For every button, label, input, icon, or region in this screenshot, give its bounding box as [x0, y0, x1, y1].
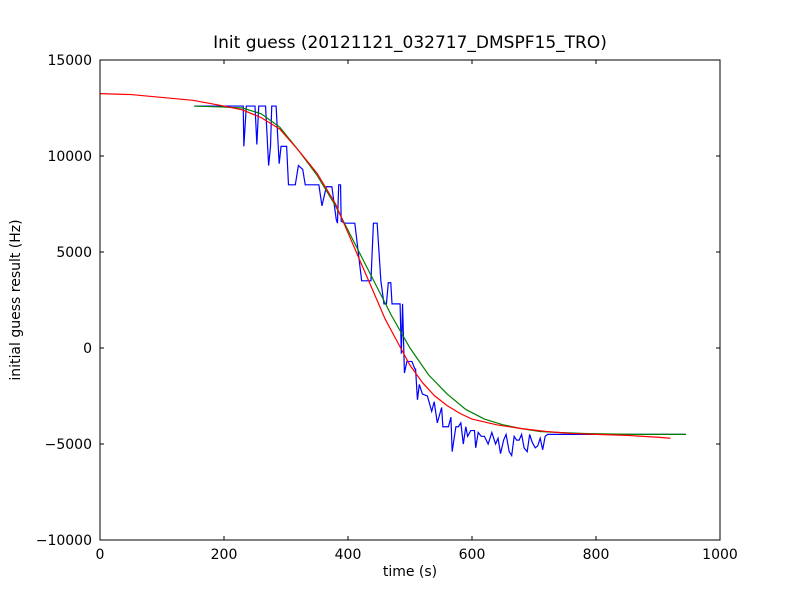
plot-area: 0 200 400 600 800 1000 −10000 −5000 0 5000 10000 15… [36, 53, 738, 563]
axes-background [100, 60, 720, 540]
y-tick-label: 15000 [47, 53, 92, 69]
x-tick-label: 0 [96, 547, 105, 563]
x-tick-label: 800 [583, 547, 610, 563]
series-line-3 [100, 93, 671, 439]
x-tick-label: 1000 [702, 547, 738, 563]
ticks-layer: 0 200 400 600 800 1000 −10000 −5000 0 5000 10000 15… [36, 53, 738, 563]
y-tick-label: 10000 [47, 149, 92, 165]
chart-title: Init guess (20121121_032717_DMSPF15_TRO) [213, 33, 607, 53]
y-tick-label: 5000 [56, 245, 92, 261]
series-layer [100, 93, 686, 458]
x-axis-label: time (s) [383, 564, 437, 580]
y-tick-label: −10000 [36, 533, 92, 549]
x-tick-label: 400 [335, 547, 362, 563]
axes-frame [99, 59, 721, 541]
x-tick-label: 200 [211, 547, 238, 563]
x-tick-label: 600 [459, 547, 486, 563]
series-line-1 [194, 105, 686, 458]
y-tick-label: −5000 [45, 437, 92, 453]
y-tick-label: 0 [83, 341, 92, 357]
y-axis-label: initial guess result (Hz) [8, 219, 24, 380]
